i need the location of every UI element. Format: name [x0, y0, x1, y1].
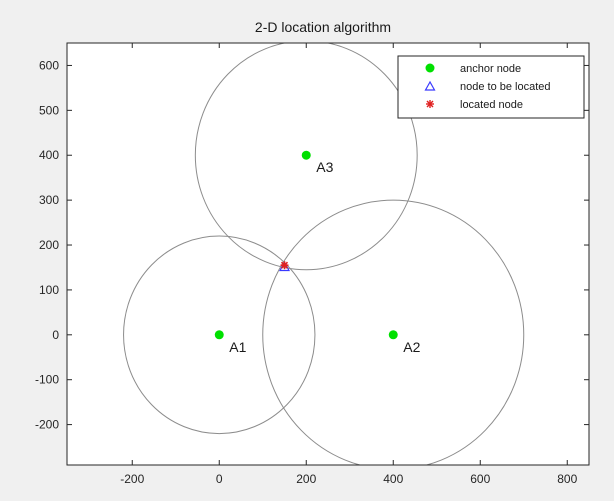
y-tick-label: 500 [39, 103, 59, 117]
legend: anchor node node to be located located nod… [397, 55, 585, 119]
x-tick-label: -200 [120, 472, 144, 486]
y-tick-label: 600 [39, 58, 59, 72]
anchor-point-a3 [301, 150, 311, 160]
range-circles [123, 43, 525, 465]
x-tick-label: 0 [216, 472, 223, 486]
chart-title: 2-D location algorithm [255, 19, 391, 35]
anchor-label-a3: A3 [316, 159, 333, 175]
range-circle-a2 [262, 199, 525, 465]
node-labels: A1 A2 A3 [229, 159, 420, 355]
anchor-label-a1: A1 [229, 339, 246, 355]
range-circle-a1 [123, 235, 316, 435]
legend-label: node to be located [460, 81, 551, 93]
y-tick-label: 100 [39, 283, 59, 297]
legend-marker-node-to-be-located [424, 80, 436, 91]
x-tick-label: 800 [557, 472, 577, 486]
anchor-point-a2 [388, 330, 398, 340]
y-tick-label: -100 [35, 373, 59, 387]
located-node-stroke [280, 261, 289, 269]
y-tick-label: 400 [39, 148, 59, 162]
y-tick-label: 300 [39, 193, 59, 207]
x-tick-label: 400 [383, 472, 403, 486]
anchor-point-a1 [214, 330, 224, 340]
legend-marker-anchor-node [425, 63, 435, 73]
data-points [214, 150, 398, 340]
x-tick-label: 600 [470, 472, 490, 486]
y-tick-label: 0 [52, 328, 59, 342]
axes-frame [66, 42, 590, 466]
axis-ticks: -200 0 200 400 600 800 -200 -100 0 100 200 300 400 50… [35, 43, 589, 486]
legend-label: located node [460, 99, 523, 111]
anchor-label-a2: A2 [403, 339, 420, 355]
range-circle-a3 [194, 43, 418, 271]
legend-star-stroke [426, 100, 434, 108]
y-tick-label: -200 [35, 418, 59, 432]
y-tick-label: 200 [39, 238, 59, 252]
x-tick-label: 200 [296, 472, 316, 486]
legend-label: anchor node [460, 63, 521, 75]
located-node-point [280, 261, 289, 270]
legend-marker-located-node [426, 100, 434, 108]
